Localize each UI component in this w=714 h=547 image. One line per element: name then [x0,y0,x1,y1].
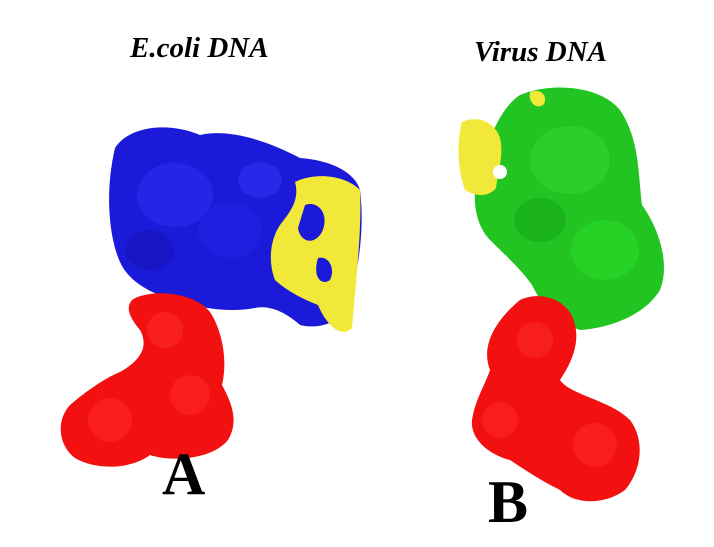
protein-surface-b [474,87,664,331]
ligand-a [60,293,234,467]
molecule-a-image [60,127,362,467]
panel-b: Virus DNA B [370,0,714,547]
panel-b-title: Virus DNA [474,36,607,68]
binding-site-a [270,176,361,332]
binding-site-b [458,90,546,195]
panel-b-label: B [488,469,529,535]
panel-a-title: E.coli DNA [130,32,269,64]
molecule-b-image [458,87,664,502]
panel-a: E.coli DNA A [60,32,362,507]
ligand-b [471,296,640,502]
panel-a-label: A [162,441,206,507]
